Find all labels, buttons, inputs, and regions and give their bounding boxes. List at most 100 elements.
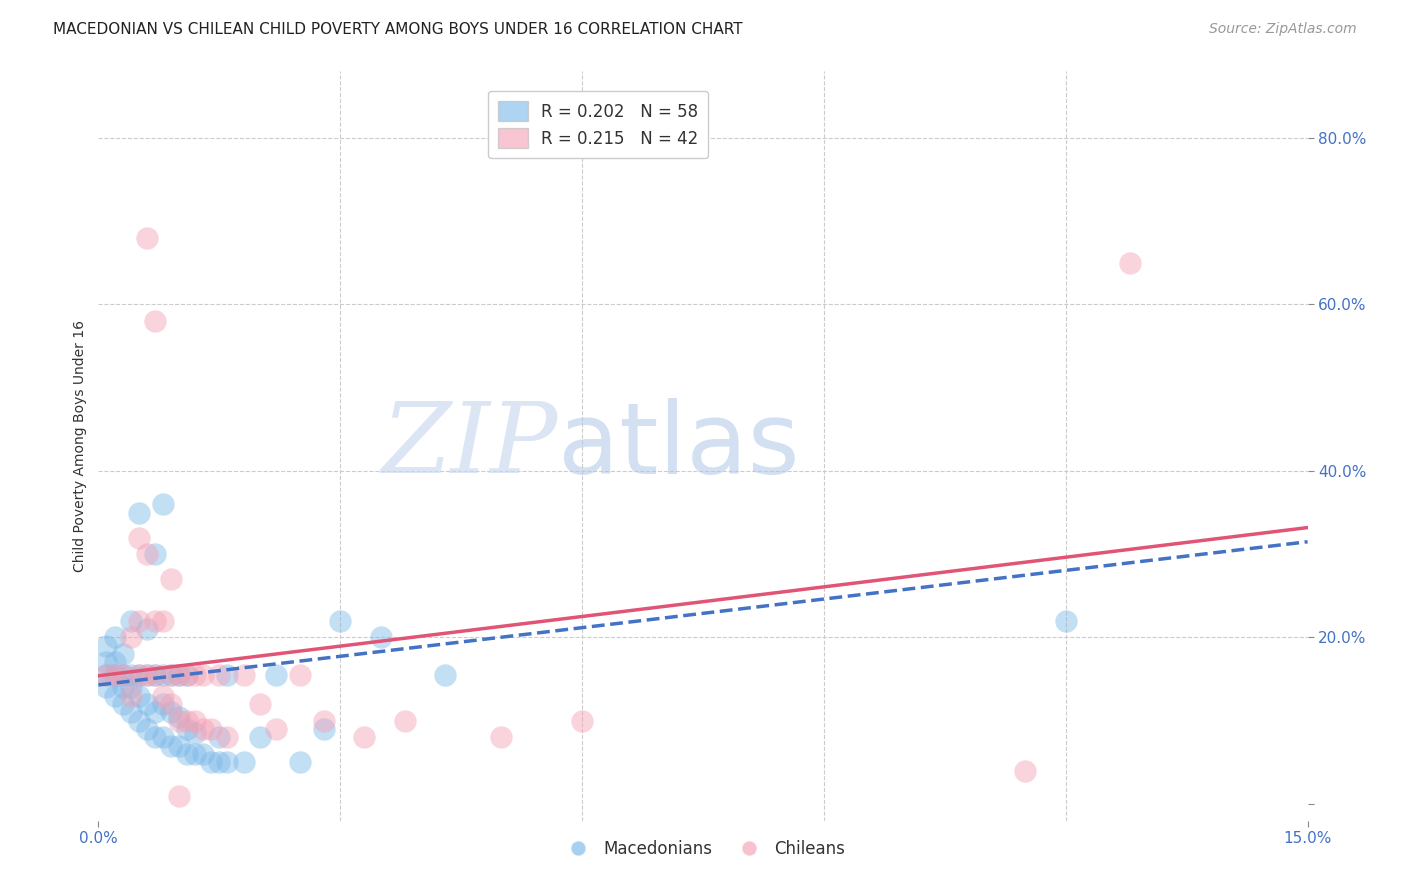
Point bbox=[184, 714, 207, 728]
Point bbox=[128, 714, 150, 728]
Y-axis label: Child Poverty Among Boys Under 16: Child Poverty Among Boys Under 16 bbox=[73, 320, 87, 572]
Point bbox=[152, 731, 174, 745]
Point bbox=[217, 668, 239, 682]
Point bbox=[96, 668, 118, 682]
Point bbox=[128, 531, 150, 545]
Point bbox=[176, 668, 198, 682]
Point bbox=[128, 506, 150, 520]
Point bbox=[135, 668, 157, 682]
Point bbox=[120, 614, 142, 628]
Point bbox=[167, 739, 190, 753]
Point bbox=[143, 547, 166, 561]
Point bbox=[160, 668, 183, 682]
Point bbox=[434, 668, 457, 682]
Point bbox=[184, 726, 207, 740]
Point bbox=[120, 681, 142, 695]
Point bbox=[167, 668, 190, 682]
Point bbox=[571, 714, 593, 728]
Point bbox=[200, 722, 222, 736]
Point bbox=[208, 756, 231, 770]
Point bbox=[128, 614, 150, 628]
Point bbox=[329, 614, 352, 628]
Point bbox=[120, 631, 142, 645]
Point bbox=[120, 706, 142, 720]
Point bbox=[143, 731, 166, 745]
Point bbox=[160, 572, 183, 586]
Point bbox=[96, 681, 118, 695]
Point bbox=[160, 697, 183, 711]
Point bbox=[264, 668, 287, 682]
Point bbox=[232, 668, 254, 682]
Point bbox=[394, 714, 416, 728]
Point bbox=[128, 668, 150, 682]
Point bbox=[167, 714, 190, 728]
Text: MACEDONIAN VS CHILEAN CHILD POVERTY AMONG BOYS UNDER 16 CORRELATION CHART: MACEDONIAN VS CHILEAN CHILD POVERTY AMON… bbox=[53, 22, 742, 37]
Point bbox=[264, 722, 287, 736]
Point bbox=[103, 689, 125, 703]
Point bbox=[249, 731, 271, 745]
Point bbox=[111, 668, 134, 682]
Point bbox=[176, 722, 198, 736]
Point bbox=[193, 668, 215, 682]
Text: atlas: atlas bbox=[558, 398, 800, 494]
Point bbox=[143, 706, 166, 720]
Point bbox=[314, 714, 336, 728]
Point bbox=[152, 614, 174, 628]
Point bbox=[1054, 614, 1077, 628]
Point bbox=[491, 731, 513, 745]
Point bbox=[1119, 256, 1142, 270]
Point bbox=[167, 789, 190, 803]
Legend: Macedonians, Chileans: Macedonians, Chileans bbox=[555, 833, 851, 864]
Point bbox=[217, 756, 239, 770]
Point bbox=[249, 697, 271, 711]
Point bbox=[143, 668, 166, 682]
Point bbox=[193, 722, 215, 736]
Point bbox=[135, 668, 157, 682]
Point bbox=[96, 639, 118, 653]
Point bbox=[314, 722, 336, 736]
Point bbox=[152, 497, 174, 511]
Point bbox=[135, 722, 157, 736]
Text: ZIP: ZIP bbox=[381, 399, 558, 493]
Point bbox=[135, 547, 157, 561]
Point bbox=[208, 668, 231, 682]
Point bbox=[152, 697, 174, 711]
Point bbox=[232, 756, 254, 770]
Text: Source: ZipAtlas.com: Source: ZipAtlas.com bbox=[1209, 22, 1357, 37]
Point bbox=[111, 647, 134, 661]
Point bbox=[128, 689, 150, 703]
Point bbox=[152, 689, 174, 703]
Point bbox=[120, 668, 142, 682]
Point bbox=[193, 747, 215, 761]
Point bbox=[111, 681, 134, 695]
Point bbox=[1014, 764, 1036, 778]
Point bbox=[128, 668, 150, 682]
Point bbox=[103, 656, 125, 670]
Point bbox=[143, 668, 166, 682]
Point bbox=[111, 668, 134, 682]
Point bbox=[135, 231, 157, 245]
Point bbox=[143, 314, 166, 328]
Point bbox=[152, 668, 174, 682]
Point bbox=[288, 756, 311, 770]
Point bbox=[135, 622, 157, 636]
Point bbox=[160, 668, 183, 682]
Point bbox=[288, 668, 311, 682]
Point bbox=[143, 614, 166, 628]
Point bbox=[184, 668, 207, 682]
Point bbox=[167, 709, 190, 723]
Point bbox=[208, 731, 231, 745]
Point bbox=[167, 668, 190, 682]
Point bbox=[353, 731, 375, 745]
Point bbox=[176, 668, 198, 682]
Point bbox=[370, 631, 392, 645]
Point bbox=[103, 668, 125, 682]
Point bbox=[111, 697, 134, 711]
Point bbox=[176, 747, 198, 761]
Point bbox=[217, 731, 239, 745]
Point bbox=[103, 631, 125, 645]
Point bbox=[160, 739, 183, 753]
Point bbox=[184, 747, 207, 761]
Point bbox=[103, 668, 125, 682]
Point bbox=[176, 714, 198, 728]
